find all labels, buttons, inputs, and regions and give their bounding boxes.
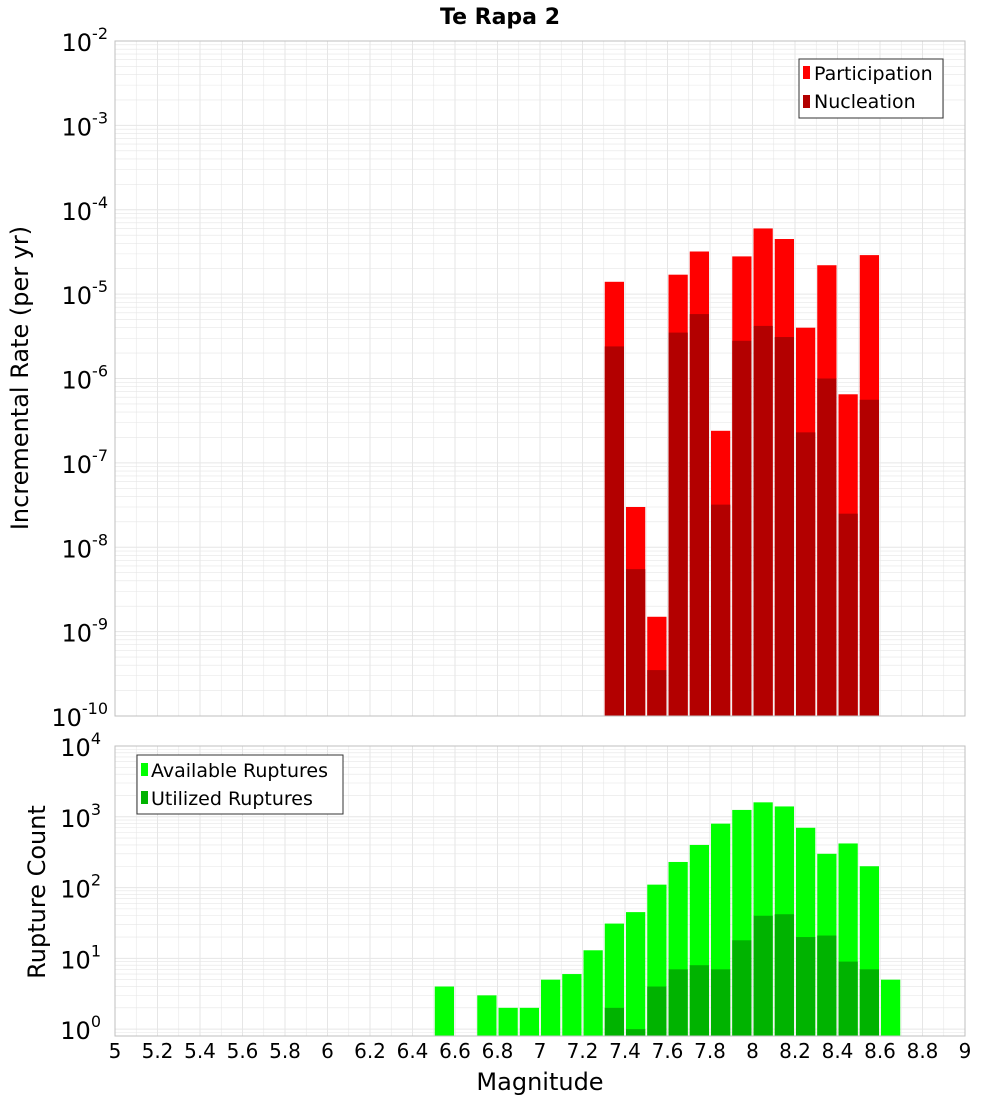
x-tick-label: 7.2 [567,1039,599,1063]
top-legend: Participation Nucleation [798,58,944,119]
utilized-bar [774,914,794,1036]
nucleation-bar [838,513,858,716]
available-bar [434,986,454,1036]
bottom-legend-box [136,754,344,815]
legend-swatch-utilized [141,791,148,804]
available-bar [881,979,901,1036]
nucleation-bar [753,325,773,716]
bottom-y-tick-label: 102 [60,871,101,904]
top-y-tick-label: 10-4 [62,193,109,226]
nucleation-bar [626,569,646,716]
top-y-tick-label: 10-2 [62,24,109,57]
top-y-tick-label: 10-8 [62,530,109,563]
bottom-y-tick-label: 101 [60,941,101,974]
x-tick-label: 5.4 [184,1039,216,1063]
x-tick-label: 7.4 [609,1039,641,1063]
bottom-plot-frame [114,745,966,1037]
top-y-ticks: 10-2 10-3 10-4 10-5 10-6 10-7 10-8 10-9 10-10 [51,24,108,732]
utilized-bar [796,937,816,1036]
available-bar [562,974,582,1036]
x-tick-label: 8.2 [779,1039,811,1063]
legend-swatch-nucleation [803,95,810,108]
bottom-y-tick-label: 103 [60,800,101,833]
x-tick-label: 7.8 [694,1039,726,1063]
utilized-bar [753,915,773,1036]
utilized-bar [647,986,667,1036]
legend-label-utilized: Utilized Ruptures [151,788,313,810]
nucleation-bar [668,332,688,716]
available-bar [519,1007,539,1036]
legend-swatch-available [141,763,148,776]
utilized-bar [604,1007,624,1036]
legend-label-nucleation: Nucleation [814,91,916,113]
top-panel: 10-2 10-3 10-4 10-5 10-6 10-7 10-8 10-9 10-10 In… [6,24,966,732]
chart-title: Te Rapa 2 [440,5,560,30]
x-tick-label: 8 [746,1039,759,1063]
bottom-bars [434,802,901,1036]
top-legend-box [798,58,944,119]
legend-label-participation: Participation [814,63,933,85]
x-tick-label: 8.8 [907,1039,939,1063]
nucleation-bar [817,378,837,716]
x-tick-label: 8.6 [864,1039,896,1063]
legend-swatch-participation [803,66,810,79]
utilized-bar [711,969,731,1036]
x-tick-label: 6.8 [482,1039,514,1063]
bottom-y-tick-label: 104 [60,729,101,762]
nucleation-bar [604,346,624,716]
x-tick-labels: 5 5.2 5.4 5.6 5.8 6 6.2 6.4 6.6 6.8 7 7.2 7.4 7.6 7.8 8… [109,1039,972,1063]
x-tick-label: 5.8 [269,1039,301,1063]
nucleation-bar [711,504,731,716]
x-tick-label: 5.2 [142,1039,174,1063]
top-plot-frame [114,40,966,717]
utilized-bar [626,1029,646,1036]
available-bar [498,1007,518,1036]
x-tick-label: 9 [959,1039,972,1063]
nucleation-bar [859,399,879,716]
nucleation-bar [796,432,816,716]
top-y-tick-label: 10-6 [62,362,109,395]
x-tick-label: 6.4 [397,1039,429,1063]
available-bar [477,995,497,1036]
top-y-axis-label: Incremental Rate (per yr) [6,226,34,530]
nucleation-bar [774,337,794,716]
bottom-legend: Available Ruptures Utilized Ruptures [136,754,344,815]
top-y-tick-label: 10-10 [51,699,108,732]
x-tick-label: 5.6 [227,1039,259,1063]
bottom-panel: 100 101 102 103 104 5 5.2 5.4 5.6 5.8 6 6.2 6.4 6.6 6… [23,729,971,1096]
x-axis-label: Magnitude [476,1068,603,1096]
top-y-tick-label: 10-9 [62,615,109,648]
top-y-tick-label: 10-5 [62,277,109,310]
bottom-y-ticks: 100 101 102 103 104 [60,729,101,1045]
utilized-bar [689,965,709,1036]
utilized-bar [859,969,879,1036]
nucleation-bar [732,340,752,716]
top-bars [604,228,879,716]
bottom-y-axis-label: Rupture Count [23,805,51,979]
bottom-y-tick-label: 100 [60,1012,101,1045]
x-tick-label: 5 [109,1039,122,1063]
available-bar [583,950,603,1036]
x-tick-label: 7 [534,1039,547,1063]
utilized-bar [817,935,837,1036]
utilized-bar [668,969,688,1036]
legend-label-available: Available Ruptures [151,760,328,782]
nucleation-bar [647,670,667,716]
available-bar [541,979,561,1036]
top-grid [114,41,966,717]
top-y-tick-label: 10-7 [62,446,109,479]
available-bar [626,912,646,1036]
utilized-bar [838,961,858,1036]
x-tick-label: 6 [321,1039,334,1063]
top-y-tick-label: 10-3 [62,108,109,141]
x-tick-label: 6.2 [354,1039,386,1063]
x-tick-label: 6.6 [439,1039,471,1063]
nucleation-bar [689,314,709,716]
x-tick-label: 8.4 [822,1039,854,1063]
x-tick-label: 7.6 [652,1039,684,1063]
utilized-bar [732,940,752,1036]
